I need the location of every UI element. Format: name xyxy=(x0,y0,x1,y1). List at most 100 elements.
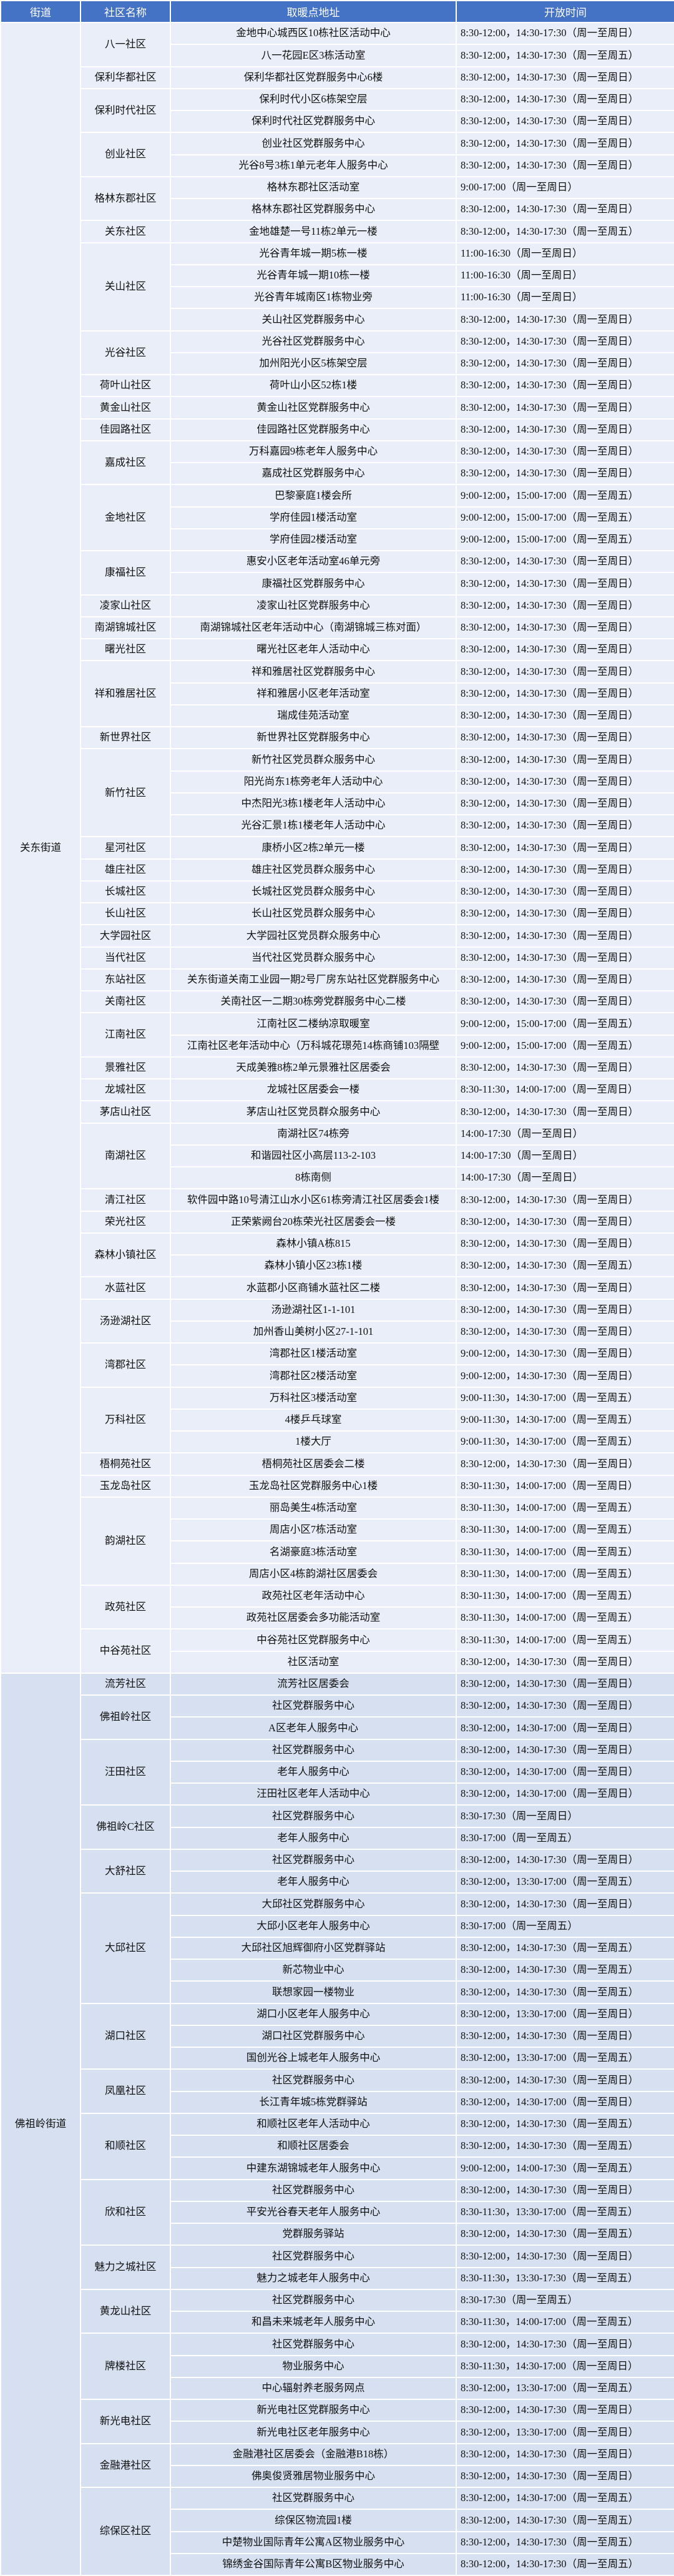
table-row: 和顺社区居委会 8:30-12:00，14:30-17:30（周一至周五） xyxy=(1,2134,674,2158)
table-row: 汤逊湖社区 汤逊湖社区1-1-101 8:30-12:00，14:30-17:30（… xyxy=(1,1298,674,1344)
hours-cell: 8:30-12:00，14:30-17:30（周一至周日） xyxy=(456,902,674,926)
community-cell: 中谷苑社区 xyxy=(80,1628,171,1674)
table-row: 国创光谷上城老年人服务中心 8:30-12:00，13:30-17:00（周一至周… xyxy=(1,2046,674,2070)
address-cell: 南湖锦城社区老年活动中心（南湖锦城三栋对面） xyxy=(170,616,457,640)
table-row: 湖口社区 湖口小区老年人服务中心 8:30-12:00，13:30-17:00（周一… xyxy=(1,2002,674,2070)
community-cell: 汤逊湖社区 xyxy=(80,1298,171,1344)
community-cell: 新光电社区 xyxy=(80,2399,171,2444)
table-row: 黄金山社区 黄金山社区党群服务中心 8:30-12:00，14:30-17:30（周… xyxy=(1,396,674,420)
hours-cell: 8:30-12:00，14:30-17:30（周一至周日） xyxy=(456,87,674,112)
hours-cell: 8:30-12:00，14:30-17:30（周一至周日） xyxy=(456,154,674,177)
table-row: 韵湖社区 丽岛美生4栋活动室 8:30-11:30，14:00-17:00（周一至周… xyxy=(1,1496,674,1586)
table-row: 关东街道 八一社区 金地中心城西区10栋社区活动中心 8:30-12:00，14:30… xyxy=(0,21,674,1674)
community-cell: 嘉成社区 xyxy=(80,440,171,486)
header-address: 取暖点地址 xyxy=(170,0,457,23)
community-cell: 东站社区 xyxy=(80,968,171,992)
table-row: 水蓝社区 水蓝郡小区商铺水蓝社区二楼 8:30-12:00，14:30-17:30（… xyxy=(1,1276,674,1300)
hours-cell: 8:30-12:00，14:30-17:30（周一至周日） xyxy=(456,2178,674,2202)
address-cell: 关山社区党群服务中心 xyxy=(170,308,457,332)
hours-cell: 11:00-16:30（周一至周日） xyxy=(456,242,674,265)
address-cell: 社区党群服务中心 xyxy=(170,1804,457,1828)
address-cell: 佛奥俊贤雅居物业服务中心 xyxy=(170,2464,457,2489)
table-row: 保利时代社区 保利时代小区6栋架空层 8:30-12:00，14:30-17:30（… xyxy=(1,87,674,134)
address-cell: 光谷青年城一期5栋一楼 xyxy=(170,242,457,265)
address-cell: 软件园中路10号清江山水小区61栋旁清江社区居委会1楼 xyxy=(170,1188,457,1212)
address-cell: 社区活动室 xyxy=(170,1650,457,1674)
community-cell: 金融港社区 xyxy=(80,2442,171,2488)
community-cell: 创业社区 xyxy=(80,132,171,177)
hours-cell: 8:30-12:00，14:30-17:30（周一至周日） xyxy=(456,2024,674,2048)
hours-cell: 8:30-12:00，14:30-17:30（周一至周日） xyxy=(456,373,674,398)
community-cell: 佛祖岭C社区 xyxy=(80,1804,171,1850)
address-cell: 关东街道关南工业园一期2号厂房东站社区党群服务中心 xyxy=(170,968,457,992)
community-cell: 长城社区 xyxy=(80,880,171,904)
table-row: 格林东郡社区 格林东郡社区活动室 9:00-17:00（周一至周日） xyxy=(1,175,674,222)
table-row: 阳光尚东1栋旁老年人活动中心 8:30-12:00，14:30-17:30（周一至… xyxy=(1,770,674,794)
table-row: 魅力之城社区 社区党群服务中心 8:30-12:00，14:30-17:30（周一至… xyxy=(1,2244,674,2290)
address-cell: 新光电社区老年服务中心 xyxy=(170,2421,457,2444)
community-cell: 新竹社区 xyxy=(80,748,171,838)
community-cell: 大舒社区 xyxy=(80,1848,171,1894)
address-cell: 学府佳园1楼活动室 xyxy=(170,506,457,529)
table-row: 格林东郡社区党群服务中心 8:30-12:00，14:30-17:30（周一至周日… xyxy=(1,197,674,222)
address-cell: 江南社区老年活动中心（万科城花璟苑14栋商铺103隔壁 xyxy=(170,1034,457,1058)
hours-cell: 8:30-12:00，14:30-17:30（周一至周日） xyxy=(456,572,674,596)
hours-cell: 8:30-12:00，14:30-17:30（周一至周日） xyxy=(456,748,674,772)
address-cell: 中心辐射养老服务网点 xyxy=(170,2376,457,2401)
hours-cell: 8:30-12:00，14:30-17:30（周一至周日） xyxy=(456,2068,674,2092)
hours-cell: 8:30-17:30（周一至周五） xyxy=(456,2288,674,2313)
table-row: 关山社区党群服务中心 8:30-12:00，14:30-17:30（周一至周日） xyxy=(1,308,674,332)
address-cell: 社区党群服务中心 xyxy=(170,2486,457,2510)
hours-cell: 14:00-17:30（周一至周日） xyxy=(456,1166,674,1190)
address-cell: 流芳社区居委会 xyxy=(170,1672,457,1696)
hours-cell: 8:30-12:00，14:30-17:30（周一至周日） xyxy=(456,1188,674,1212)
address-cell: 大学园社区党员群众服务中心 xyxy=(170,924,457,948)
table-row: 学府佳园1楼活动室 9:00-12:00，15:00-17:00（周一至周五） xyxy=(1,506,674,529)
hours-cell: 8:30-12:00，14:30-17:30（周一至周日） xyxy=(456,1694,674,1718)
address-cell: 中楚物业国际青年公寓A区物业服务中心 xyxy=(170,2530,457,2554)
table-row: 和谐园社区小高层113-2-103 14:00-17:30（周一至周日） xyxy=(1,1144,674,1168)
hours-cell: 8:30-12:00，14:30-17:30（周一至周日） xyxy=(456,396,674,420)
hours-cell: 8:30-12:00，14:30-17:30（周一至周日） xyxy=(456,682,674,705)
table-row: 周店小区4栋韵湖社区居委会 8:30-11:30，14:00-17:00（周一至周… xyxy=(1,1562,674,1586)
table-row: 光谷8号3栋1单元老年人服务中心 8:30-12:00，14:30-17:30（周… xyxy=(1,154,674,177)
hours-cell: 8:30-12:00，14:30-17:00（周一至周日） xyxy=(456,1782,674,1806)
hours-cell: 8:30-12:00，14:30-17:30（周一至周日） xyxy=(456,2464,674,2489)
community-cell: 万科社区 xyxy=(80,1386,171,1454)
address-cell: 中建东湖锦城老年人服务中心 xyxy=(170,2156,457,2180)
address-cell: 物业服务中心 xyxy=(170,2354,457,2378)
address-cell: 保利时代小区6栋架空层 xyxy=(170,87,457,112)
address-cell: 名湖豪庭3栋活动室 xyxy=(170,1540,457,1564)
table-row: 嘉成社区党群服务中心 8:30-12:00，14:30-17:30（周一至周日） xyxy=(1,461,674,486)
hours-cell: 8:30-12:00，14:30-17:30（周一至周日） xyxy=(456,637,674,662)
community-cell: 梧桐苑社区 xyxy=(80,1452,171,1476)
address-cell: 政苑社区老年活动中心 xyxy=(170,1584,457,1608)
table-row: 联想家园一楼物业 8:30-12:00，14:30-17:30（周一至周五） xyxy=(1,1980,674,2004)
table-row: 荣光社区 正荣紫阙台20栋荣光社区居委会一楼 8:30-12:00，14:30-17… xyxy=(1,1210,674,1234)
table-row: 中杰阳光3栋1楼老年人活动中心 8:30-12:00，14:30-17:30（周一… xyxy=(1,792,674,816)
hours-cell: 8:30-12:00，14:30-17:30（周一至周日） xyxy=(456,880,674,904)
hours-cell: 8:30-12:00，13:30-17:00（周一至周五） xyxy=(456,2046,674,2070)
table-row: 学府佳园2楼活动室 9:00-12:00，15:00-17:00（周一至周五） xyxy=(1,528,674,552)
header-street: 街道 xyxy=(0,0,81,23)
community-cell: 湾郡社区 xyxy=(80,1342,171,1388)
hours-cell: 8:30-12:00，14:30-17:30（周一至周日） xyxy=(456,1320,674,1344)
table-row: 4楼乒乓球室 9:00-11:30，14:30-17:00（周一至周五） xyxy=(1,1408,674,1432)
address-cell: 和顺社区居委会 xyxy=(170,2134,457,2158)
hours-cell: 9:00-12:00，14:00-17:30（周一至周五） xyxy=(456,2156,674,2180)
hours-cell: 8:30-11:30，14:00-17:00（周一至周五） xyxy=(456,1518,674,1542)
address-cell: 巴黎豪庭1楼会所 xyxy=(170,484,457,508)
table-row: 保利华都社区 保利华都社区党群服务中心6楼 8:30-12:00，14:30-17:… xyxy=(1,66,674,89)
table-row: 东站社区 关东街道关南工业园一期2号厂房东站社区党群服务中心 8:30-12:00，… xyxy=(1,968,674,992)
table-row: 老年人服务中心 8:30-12:00，13:30-17:00（周一至周五） xyxy=(1,1870,674,1894)
address-cell: 新光电社区党群服务中心 xyxy=(170,2398,457,2422)
hours-cell: 8:30-12:00，14:30-17:00（周一至周日） xyxy=(456,2090,674,2114)
address-cell: 康福社区党群服务中心 xyxy=(170,572,457,596)
table-row: 中心辐射养老服务网点 8:30-12:00，13:30-17:00（周一至周五） xyxy=(1,2376,674,2401)
hours-cell: 8:30-12:00，14:30-17:30（周一至周日） xyxy=(456,1848,674,1872)
hours-cell: 8:30-12:00，14:30-17:00（周一至周五） xyxy=(456,2486,674,2510)
address-cell: 社区党群服务中心 xyxy=(170,2178,457,2202)
address-cell: 梧桐苑社区居委会二楼 xyxy=(170,1452,457,1476)
table-row: 康福社区党群服务中心 8:30-12:00，14:30-17:30（周一至周日） xyxy=(1,572,674,596)
table-row: 长山社区 长山社区党员群众服务中心 8:30-12:00，14:30-17:30（周… xyxy=(1,902,674,926)
